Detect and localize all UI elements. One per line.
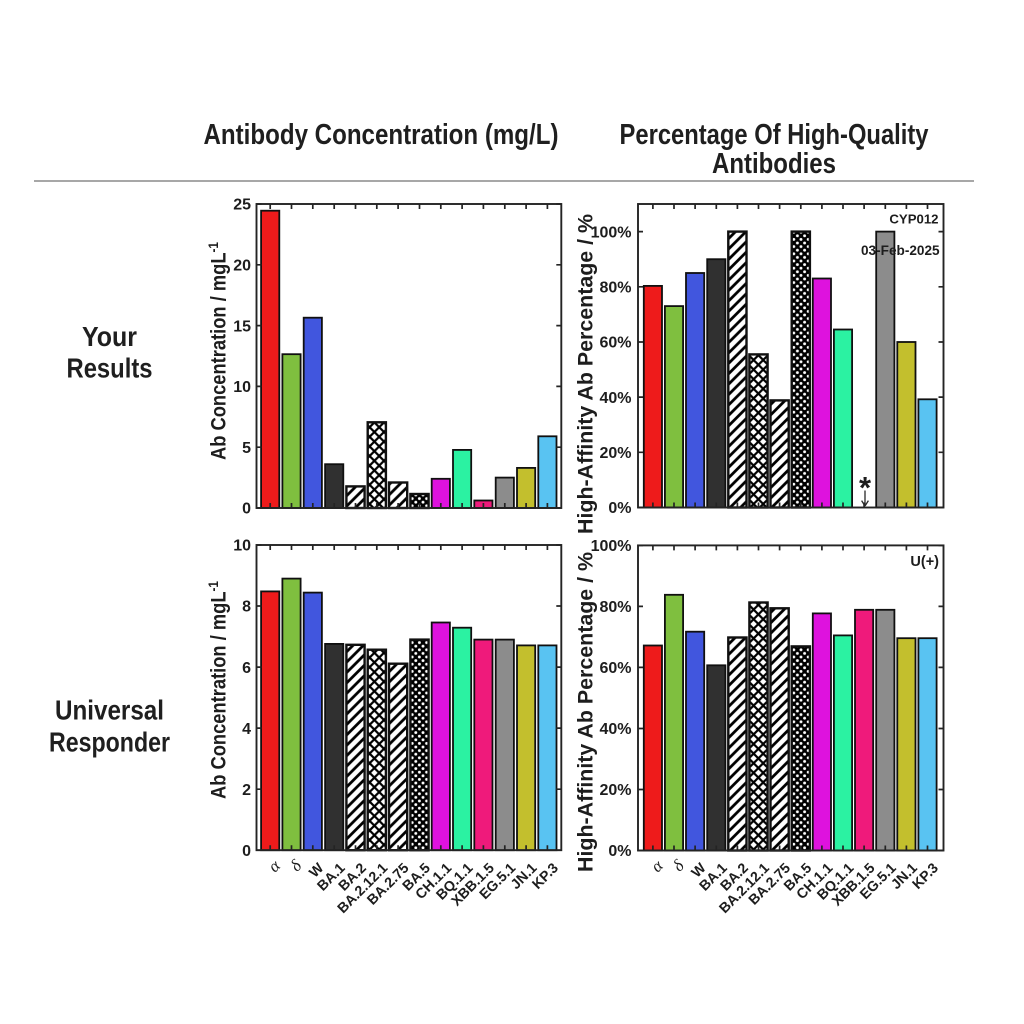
svg-text:15: 15 [233,318,251,335]
svg-text:CYP012: CYP012 [889,211,938,226]
svg-text:25: 25 [233,197,251,214]
svg-text:20%: 20% [599,782,631,799]
svg-text:20%: 20% [599,445,631,462]
svg-text:0%: 0% [608,500,631,517]
svg-text:Universal: Universal [55,694,164,725]
svg-text:10: 10 [233,538,251,555]
svg-text:100%: 100% [591,538,632,555]
svg-text:80%: 80% [599,599,631,616]
svg-text:High-Affinity Ab Percentage /: High-Affinity Ab Percentage / % [574,552,598,872]
svg-text:Ab Concentration / mgL-1: Ab Concentration / mgL-1 [206,581,231,799]
svg-text:Ab Concentration / mgL-1: Ab Concentration / mgL-1 [206,242,231,460]
svg-text:8: 8 [242,599,251,616]
svg-text:6: 6 [242,660,251,677]
svg-text:0: 0 [242,843,251,860]
svg-text:2: 2 [242,782,251,799]
svg-text:High-Affinity Ab Percentage /: High-Affinity Ab Percentage / % [574,214,598,534]
svg-text:80%: 80% [599,280,631,297]
svg-text:60%: 60% [599,335,631,352]
svg-text:03-Feb-2025: 03-Feb-2025 [861,243,940,258]
svg-text:10: 10 [233,379,251,396]
svg-text:Your: Your [82,321,137,352]
svg-text:4: 4 [242,721,251,738]
svg-text:40%: 40% [599,721,631,738]
svg-text:40%: 40% [599,390,631,407]
svg-text:5: 5 [242,440,251,457]
svg-text:Percentage Of High-Quality: Percentage Of High-Quality [620,119,929,151]
svg-text:20: 20 [233,258,251,275]
svg-text:Responder: Responder [49,726,170,757]
svg-text:Results: Results [67,353,153,384]
svg-text:0: 0 [242,501,251,518]
svg-text:0%: 0% [608,843,631,860]
svg-text:100%: 100% [591,224,632,241]
svg-text:60%: 60% [599,660,631,677]
svg-text:*: * [859,470,872,505]
svg-text:Antibody Concentration (mg/L): Antibody Concentration (mg/L) [204,119,559,151]
svg-text:U(+): U(+) [910,554,939,570]
svg-text:Antibodies: Antibodies [712,148,836,180]
